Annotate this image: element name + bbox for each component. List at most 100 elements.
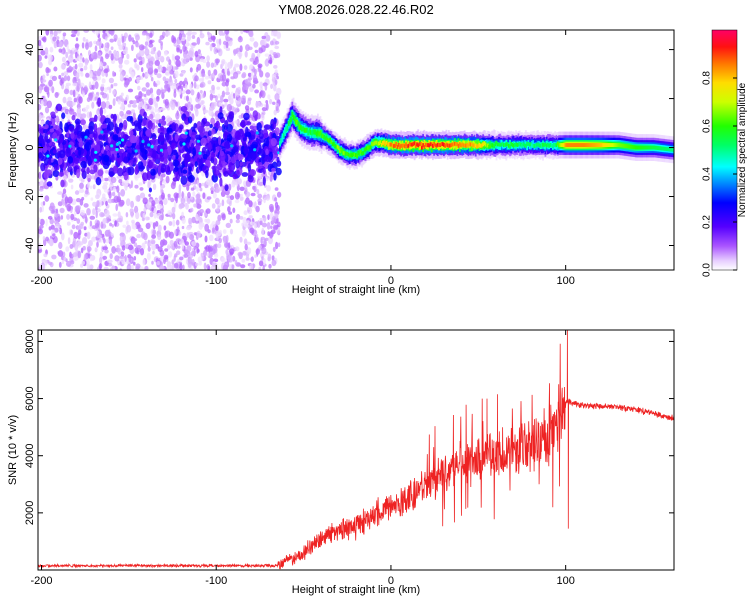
noise-blob bbox=[171, 206, 176, 214]
noise-blob bbox=[240, 264, 246, 269]
noise-blob bbox=[66, 75, 71, 82]
noise-blob bbox=[134, 205, 139, 214]
noise-blob bbox=[143, 93, 147, 98]
noise-blob bbox=[48, 238, 54, 247]
noise-blob bbox=[80, 221, 84, 226]
noise-blob bbox=[190, 196, 193, 200]
noise-blob bbox=[166, 63, 173, 71]
band-blob bbox=[212, 143, 216, 154]
noise-blob bbox=[159, 208, 164, 214]
noise-blob bbox=[181, 225, 185, 230]
noise-blob bbox=[258, 266, 262, 270]
noise-blob bbox=[110, 176, 117, 184]
noise-blob bbox=[152, 97, 157, 104]
band-blob bbox=[237, 153, 244, 161]
noise-blob bbox=[55, 222, 60, 229]
noise-blob bbox=[206, 61, 211, 68]
noise-blob bbox=[124, 59, 130, 65]
noise-blob bbox=[225, 234, 229, 243]
band-blob bbox=[240, 119, 246, 128]
noise-blob bbox=[239, 236, 243, 243]
noise-blob bbox=[38, 228, 43, 235]
band-blob bbox=[202, 153, 208, 160]
noise-blob bbox=[63, 256, 67, 262]
noise-blob bbox=[247, 97, 252, 101]
noise-blob bbox=[132, 40, 136, 45]
noise-blob bbox=[144, 48, 150, 56]
noise-blob bbox=[263, 38, 267, 46]
noise-blob bbox=[160, 89, 166, 94]
noise-blob bbox=[225, 47, 231, 51]
noise-blob bbox=[91, 236, 96, 242]
band-blob bbox=[158, 118, 163, 124]
noise-blob bbox=[64, 196, 69, 204]
noise-blob bbox=[53, 30, 58, 37]
noise-blob bbox=[103, 189, 109, 193]
noise-blob bbox=[139, 75, 144, 80]
noise-blob bbox=[70, 213, 75, 221]
noise-blob bbox=[239, 193, 244, 198]
noise-blob bbox=[159, 265, 165, 270]
noise-blob bbox=[108, 50, 112, 55]
noise-blob bbox=[158, 38, 162, 44]
noise-blob bbox=[127, 103, 132, 108]
noise-blob bbox=[92, 76, 98, 81]
noise-blob bbox=[211, 95, 217, 99]
band-blob bbox=[87, 156, 92, 167]
band-spark bbox=[147, 143, 151, 147]
noise-blob bbox=[160, 43, 163, 51]
noise-blob bbox=[70, 184, 74, 190]
noise-blob bbox=[55, 115, 60, 123]
noise-blob bbox=[228, 211, 233, 215]
noise-blob bbox=[250, 256, 254, 262]
noise-blob bbox=[249, 221, 255, 226]
noise-blob bbox=[184, 83, 188, 91]
noise-blob bbox=[112, 89, 116, 95]
noise-blob bbox=[274, 69, 278, 74]
noise-blob bbox=[39, 224, 44, 229]
noise-blob bbox=[229, 248, 235, 255]
noise-blob bbox=[145, 222, 151, 230]
band-spark bbox=[110, 144, 114, 148]
noise-blob bbox=[149, 211, 154, 218]
noise-blob bbox=[77, 250, 82, 259]
noise-blob bbox=[100, 221, 104, 229]
noise-blob bbox=[238, 52, 242, 60]
noise-blob bbox=[234, 191, 240, 200]
noise-blob bbox=[274, 79, 278, 85]
noise-blob bbox=[119, 258, 125, 263]
noise-blob bbox=[207, 55, 210, 62]
noise-blob bbox=[91, 84, 95, 91]
noise-blob bbox=[127, 88, 134, 93]
noise-blob bbox=[99, 256, 103, 264]
noise-blob bbox=[252, 83, 256, 89]
noise-blob bbox=[58, 261, 62, 268]
noise-blob bbox=[102, 218, 108, 224]
band-blob bbox=[257, 162, 263, 169]
band-spark bbox=[117, 141, 122, 145]
noise-blob bbox=[210, 35, 216, 41]
noise-blob bbox=[113, 195, 119, 204]
noise-blob bbox=[154, 68, 159, 74]
noise-blob bbox=[119, 74, 123, 80]
band-blob bbox=[216, 146, 222, 151]
noise-blob bbox=[69, 244, 74, 249]
noise-blob bbox=[69, 108, 75, 115]
band-spark bbox=[134, 149, 138, 153]
band-blob bbox=[180, 106, 188, 112]
noise-blob bbox=[191, 216, 197, 224]
noise-blob bbox=[54, 92, 59, 98]
band-blob bbox=[67, 166, 73, 173]
noise-blob bbox=[266, 185, 271, 192]
noise-blob bbox=[118, 63, 123, 69]
noise-blob bbox=[264, 32, 269, 38]
noise-blob bbox=[48, 79, 53, 87]
noise-blob bbox=[74, 205, 81, 213]
noise-blob bbox=[81, 42, 85, 49]
noise-blob bbox=[241, 222, 244, 227]
noise-blob bbox=[62, 251, 66, 258]
noise-blob bbox=[131, 109, 135, 114]
noise-blob bbox=[76, 198, 81, 203]
noise-blob bbox=[59, 41, 63, 48]
noise-blob bbox=[178, 193, 182, 199]
